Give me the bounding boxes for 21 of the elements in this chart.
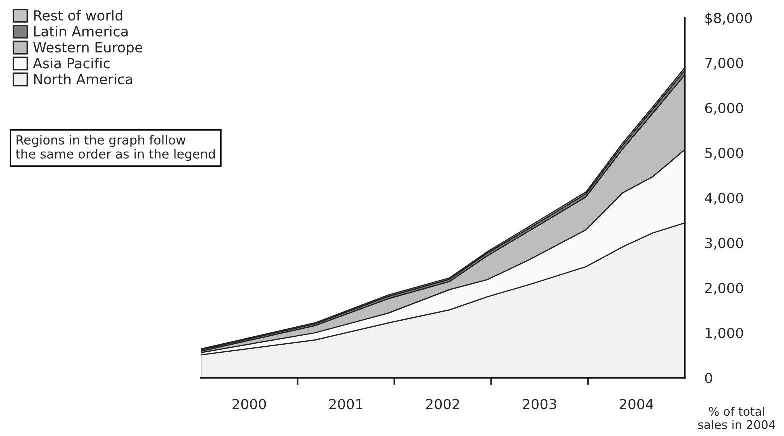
y-tick-label: 6,000 [705, 102, 744, 115]
y-tick-label: 0 [705, 372, 712, 384]
annotation: Regions in the graph follow the same order as in the legend [16, 135, 215, 162]
y-tick-label: $8,000 [706, 12, 752, 26]
x-tick-label: 2004 [620, 399, 654, 410]
x-tick-label: 2001 [330, 399, 363, 410]
x-tick-label: 2002 [426, 399, 460, 410]
legend-label: Asia Pacific [33, 58, 110, 69]
x-tick-label: 2000 [232, 399, 266, 410]
legend-label: Western Europe [34, 42, 143, 56]
y-tick-label: 7,000 [706, 58, 744, 70]
legend-label: Latin America [34, 26, 128, 37]
legend-label: Rest of world [34, 10, 123, 21]
y-tick-label: 5,000 [706, 148, 744, 160]
y-tick-label: 4,000 [705, 192, 744, 205]
y-tick-label: 1,000 [706, 328, 744, 340]
legend-label: North America [34, 74, 132, 85]
y-tick-label: 2,000 [705, 282, 744, 295]
y-tick-label: 3,000 [706, 238, 744, 250]
x-tick-label: 2003 [523, 399, 556, 410]
text: % of total sales in 2004 [698, 406, 776, 430]
